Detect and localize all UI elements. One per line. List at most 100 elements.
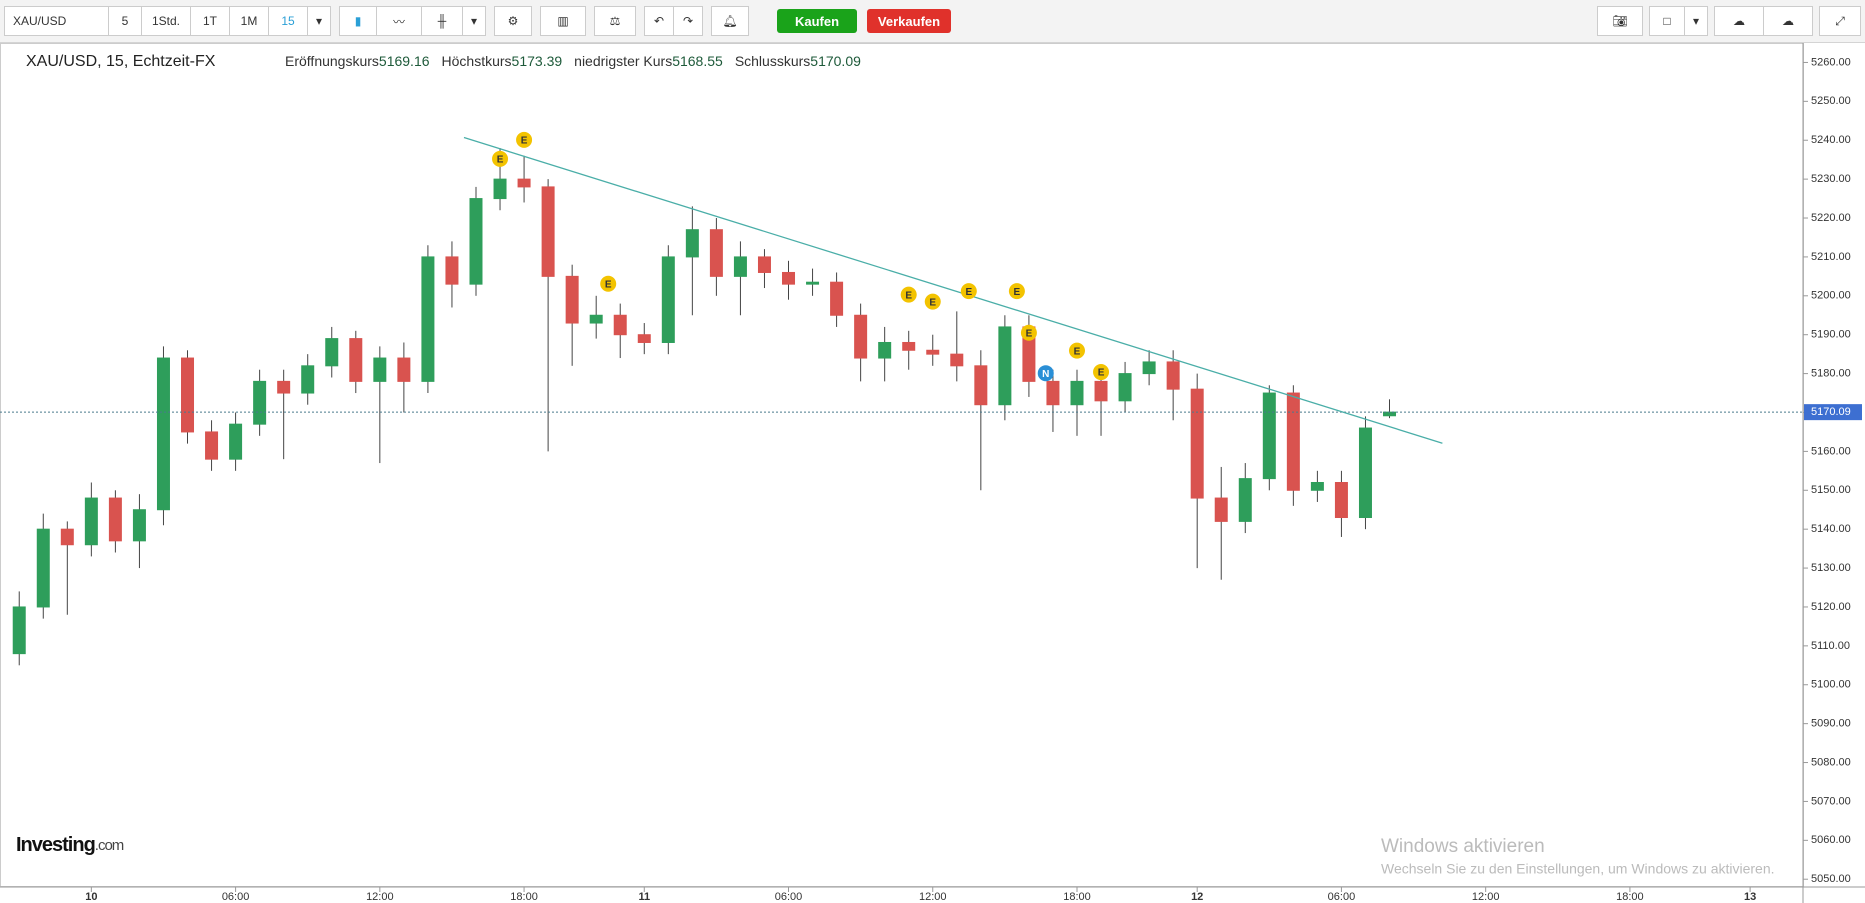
bars-btn[interactable]: ╫ (421, 6, 463, 36)
candle-body (1310, 482, 1324, 491)
candle-body (373, 357, 387, 382)
candle-body (1070, 380, 1084, 406)
y-tick-label: 5140.00 (1811, 523, 1851, 535)
candle-body (277, 380, 291, 394)
ohlc-value: 5173.39 (512, 53, 563, 69)
x-tick-label: 12:00 (1472, 891, 1500, 903)
candle-body (108, 497, 122, 542)
watermark-suffix: .com (95, 837, 124, 854)
candle-body (854, 314, 868, 359)
candle-body (325, 338, 339, 367)
snapshot-btn[interactable]: 📷︎ (1597, 6, 1643, 36)
y-tick-label: 5130.00 (1811, 562, 1851, 574)
candle-body (397, 357, 411, 382)
settings-btn[interactable]: ⚙ (494, 6, 532, 36)
ohlc-label: Höchstkurs (442, 53, 512, 69)
ohlc-value: 5169.16 (379, 53, 430, 69)
trendline (463, 136, 1443, 444)
candle-body (709, 229, 723, 277)
x-tick-label: 10 (85, 891, 97, 903)
candle-body (1238, 478, 1252, 522)
chart-title: XAU/USD, 15, Echtzeit-FX (26, 53, 216, 70)
x-tick-label: 12:00 (366, 891, 394, 903)
event-label: E (1014, 287, 1021, 298)
candle-body (950, 353, 964, 367)
interval[interactable]: 1Std. (141, 6, 191, 36)
y-tick-label: 5100.00 (1811, 679, 1851, 691)
candle-body (782, 271, 796, 285)
last-price-label: 5170.09 (1811, 406, 1851, 418)
candle-body (637, 334, 651, 343)
event-marker (516, 131, 533, 148)
candle-body (733, 256, 747, 277)
windows-text: Wechseln Sie zu den Einstellungen, um Wi… (1381, 861, 1775, 877)
candle-body (469, 198, 483, 285)
interval[interactable]: 1T (190, 6, 230, 36)
candle-body (1383, 411, 1397, 417)
y-tick-label: 5220.00 (1811, 212, 1851, 224)
candle-body (806, 281, 820, 285)
sell-button[interactable]: Verkaufen (867, 9, 951, 33)
color-btn[interactable]: □ (1649, 6, 1685, 36)
fullscreen-btn[interactable]: ⤢ (1819, 6, 1861, 36)
interval[interactable]: 5 (108, 6, 142, 36)
buy-button[interactable]: Kaufen (777, 9, 857, 33)
candle-body (1118, 373, 1132, 402)
y-tick-label: 5050.00 (1811, 873, 1851, 885)
toolbar: XAU/USD 5 1Std. 1T 1M 15 ▾ ▮ 〰 ╫ ▾ ⚙ ▥ ⚖… (0, 0, 1865, 43)
indicator-btn[interactable]: 〰 (376, 6, 422, 36)
y-tick-label: 5260.00 (1811, 56, 1851, 68)
dropdown[interactable]: ▾ (1684, 6, 1708, 36)
event-label: E (929, 297, 936, 308)
event-label: E (497, 155, 504, 166)
dropdown[interactable]: ▾ (462, 6, 486, 36)
candle-body (205, 431, 219, 460)
y-tick-label: 5160.00 (1811, 445, 1851, 457)
alert-btn[interactable]: 🔔︎ (711, 6, 749, 36)
ohlc-label: Eröffnungskurs (285, 53, 379, 69)
event-marker (1037, 365, 1054, 382)
chart-type[interactable]: ▮ (339, 6, 377, 36)
y-tick-label: 5060.00 (1811, 834, 1851, 846)
candle-body (253, 380, 267, 425)
candle-body (685, 229, 699, 258)
x-tick-label: 13 (1744, 891, 1756, 903)
interval[interactable]: 15 (268, 6, 308, 36)
candle-body (926, 349, 940, 355)
candle-body (998, 326, 1012, 406)
event-label: E (905, 290, 912, 301)
x-tick-label: 18:00 (510, 891, 538, 903)
candle-body (757, 256, 771, 273)
interval[interactable]: 1M (229, 6, 269, 36)
candle-body (493, 178, 507, 200)
candle-body (1358, 427, 1372, 519)
windows-title: Windows aktivieren (1381, 836, 1545, 857)
x-tick-label: 06:00 (1328, 891, 1356, 903)
cloud-down-btn[interactable]: ☁ (1714, 6, 1764, 36)
candle-body (445, 256, 459, 285)
candle-body (12, 606, 26, 655)
chart: XAU/USD, 15, Echtzeit-FX Investing.com W… (0, 43, 1865, 903)
candle-body (565, 275, 579, 324)
redo-btn[interactable]: ↷ (673, 6, 703, 36)
last-price-tag (1804, 404, 1862, 421)
cloud-up-btn[interactable]: ☁ (1763, 6, 1813, 36)
dropdown[interactable]: ▾ (307, 6, 331, 36)
undo-btn[interactable]: ↶ (644, 6, 674, 36)
candle-body (1262, 392, 1276, 480)
y-tick-label: 5250.00 (1811, 95, 1851, 107)
symbol-input[interactable]: XAU/USD (4, 6, 109, 36)
studies-btn[interactable]: ▥ (540, 6, 586, 36)
candle-body (1190, 388, 1204, 499)
event-label: E (1026, 328, 1033, 339)
candle-body (661, 256, 675, 343)
y-tick-label: 5200.00 (1811, 290, 1851, 302)
candle-body (517, 178, 531, 188)
event-marker (960, 283, 977, 300)
y-tick-label: 5180.00 (1811, 368, 1851, 380)
candle-body (1334, 482, 1348, 519)
candle-body (613, 314, 627, 336)
compare-btn[interactable]: ⚖ (594, 6, 636, 36)
watermark: Investing.com (16, 834, 124, 856)
